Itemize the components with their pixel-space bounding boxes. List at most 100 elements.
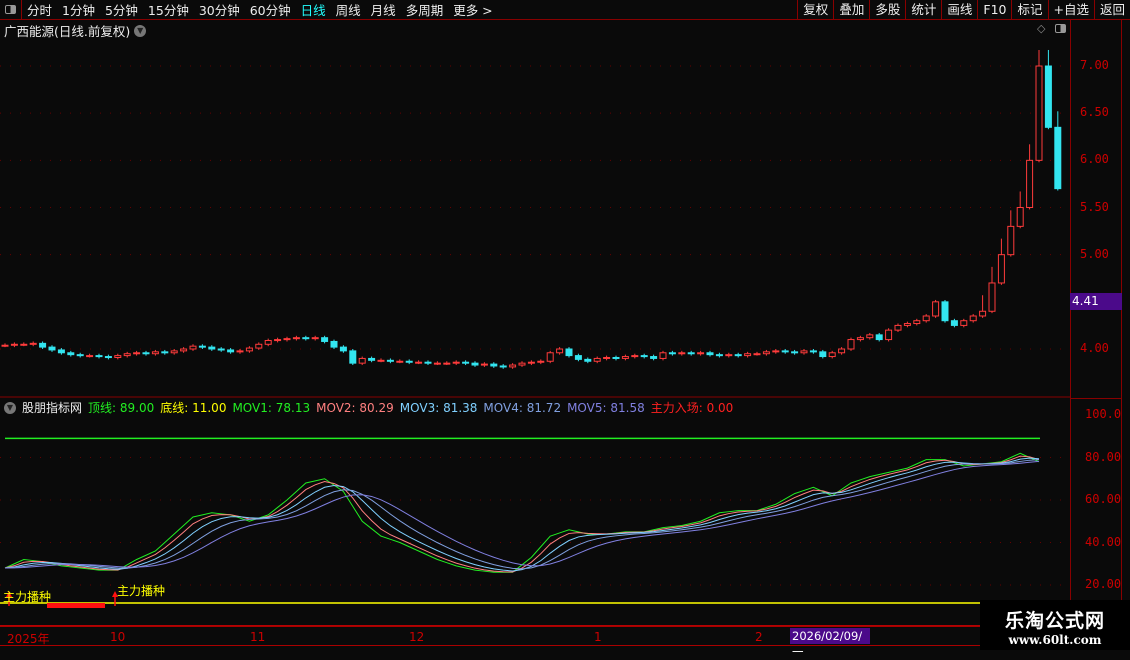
candle (621, 356, 629, 359)
tool-button[interactable]: F10 (977, 0, 1011, 20)
candle (377, 359, 385, 362)
chevron-down-icon[interactable]: ▼ (4, 401, 16, 414)
period-tab[interactable]: 15分钟 (147, 3, 189, 18)
candle (104, 356, 112, 359)
tool-button[interactable]: 画线 (941, 0, 977, 20)
date-axis (0, 626, 1070, 646)
price-axis-label: 6.50 (1080, 105, 1109, 120)
period-tab[interactable]: 月线 (370, 3, 396, 18)
indicator-label: MOV2: (316, 400, 356, 415)
period-tab[interactable]: 日线 (300, 3, 326, 18)
candle (744, 353, 752, 357)
indicator-value: MOV5: 81.58 (567, 401, 645, 415)
candle (76, 354, 84, 357)
period-tab[interactable]: 更多 > (453, 3, 493, 18)
period-tab[interactable]: 1分钟 (62, 3, 95, 18)
candle (772, 350, 780, 353)
candle (20, 343, 28, 346)
candle (603, 356, 611, 359)
sidebar-toggle-button[interactable] (0, 0, 22, 20)
candle (86, 355, 94, 358)
indicator-value: MOV4: 81.72 (483, 401, 561, 415)
candle (584, 358, 592, 362)
candle (762, 351, 770, 355)
candle (405, 360, 413, 363)
indicator-axis-label: 100.0 (1085, 407, 1122, 421)
candle (885, 329, 893, 341)
candle (950, 320, 958, 326)
indicator-axis-label: 60.00 (1085, 492, 1122, 506)
candle (678, 352, 686, 355)
candle (1044, 65, 1052, 128)
indicator-value: 顶线: 89.00 (88, 399, 154, 416)
period-tab[interactable]: 30分钟 (198, 3, 240, 18)
candle (828, 352, 836, 358)
candle (123, 353, 131, 357)
tool-button[interactable]: 标记 (1011, 0, 1047, 20)
indicator-value: 底线: 11.00 (160, 399, 226, 416)
tool-button[interactable]: 多股 (869, 0, 905, 20)
period-tab[interactable]: 周线 (335, 3, 361, 18)
chevron-down-icon[interactable]: ▼ (134, 24, 147, 37)
indicator-name: 股朋指标网 (22, 401, 83, 415)
indicator-label: 底线: (160, 401, 189, 415)
indicator-number: 0.00 (702, 401, 734, 415)
candle (57, 349, 65, 354)
tool-button[interactable]: 返回 (1093, 0, 1130, 20)
signal-label: 主力播种 (117, 584, 166, 598)
candle (368, 357, 376, 361)
candle (471, 362, 479, 366)
candle (612, 356, 620, 359)
candle (922, 315, 930, 322)
date-label: 10 (110, 630, 126, 644)
period-tab[interactable]: 5分钟 (104, 3, 138, 18)
candle (1, 344, 9, 347)
candle (894, 324, 902, 331)
signal-bar (47, 603, 105, 608)
candle (245, 347, 253, 352)
candle (386, 359, 394, 362)
candle (227, 349, 235, 353)
candle (509, 364, 517, 368)
indicator-value: MOV2: 80.29 (316, 401, 394, 415)
diamond-icon[interactable]: ◇ (1037, 22, 1046, 35)
candle (283, 338, 291, 341)
candle (753, 353, 761, 356)
candle (838, 348, 846, 354)
period-tab[interactable]: 60分钟 (249, 3, 291, 18)
candle (151, 351, 159, 355)
candle (161, 351, 169, 354)
cursor-date: 2026/02/09/一 (790, 628, 870, 659)
current-price-badge: 4.41 (1070, 293, 1122, 310)
panel-toggle-icon[interactable] (1055, 24, 1066, 33)
candle (396, 360, 404, 363)
candle (1016, 207, 1024, 227)
candle (668, 352, 676, 355)
period-tab[interactable]: 多周期 (405, 3, 444, 18)
indicator-label: MOV3: (399, 400, 440, 415)
tool-button[interactable]: 叠加 (833, 0, 869, 20)
candle (180, 348, 188, 352)
candle (941, 301, 949, 322)
indicator-legend: ▼ 股朋指标网 顶线: 89.00 底线: 11.00 MOV1: 78.13 MOV… (4, 399, 733, 416)
candle (537, 360, 545, 363)
indicator-label: MOV4: (483, 400, 523, 415)
candle (960, 320, 968, 326)
period-tab[interactable]: 分时 (27, 3, 53, 18)
watermark-url: www.60lt.com (1008, 633, 1102, 647)
candle (969, 315, 977, 322)
candle (518, 362, 526, 366)
candle (1007, 225, 1015, 256)
tool-button[interactable]: 统计 (905, 0, 941, 20)
candle (433, 362, 441, 365)
candle (819, 351, 827, 358)
candle (734, 354, 742, 357)
tool-button[interactable]: 复权 (797, 0, 833, 20)
indicator-number: 78.13 (271, 400, 311, 415)
candle (443, 362, 451, 365)
tool-button[interactable]: +自选 (1047, 0, 1094, 20)
candle (208, 346, 216, 350)
candle (979, 310, 987, 317)
candle (255, 343, 263, 349)
